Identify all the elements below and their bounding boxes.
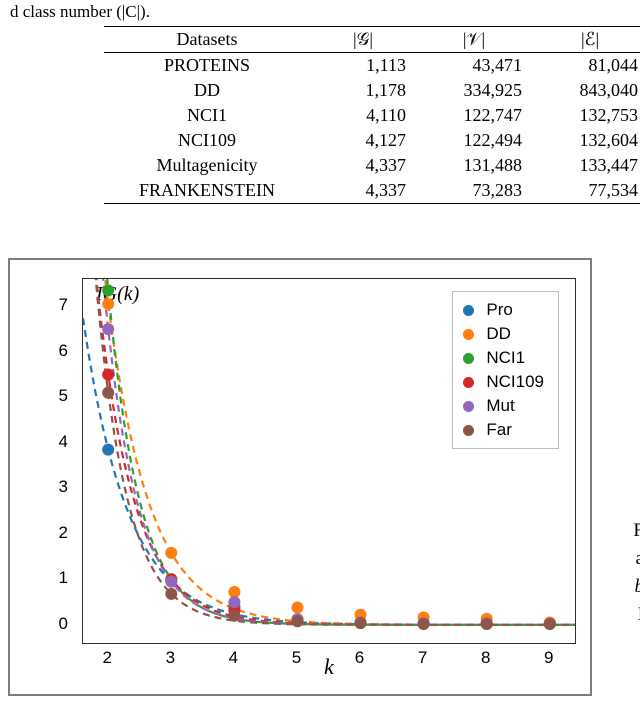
- legend-marker: [463, 353, 474, 364]
- cell-dataset: Multagenicity: [104, 153, 310, 178]
- cell-v: 43,471: [416, 53, 532, 79]
- cell-e: 132,604: [532, 128, 640, 153]
- legend-label: NCI109: [486, 372, 544, 392]
- right-cutoff-text: b: [635, 576, 640, 598]
- legend-item: NCI1: [463, 346, 544, 370]
- legend-label: Mut: [486, 396, 514, 416]
- data-point: [165, 588, 177, 600]
- legend-item: NCI109: [463, 370, 544, 394]
- col-g: |𝒢|: [310, 27, 416, 53]
- cell-v: 73,283: [416, 178, 532, 204]
- x-tick: 2: [102, 648, 111, 668]
- data-point: [102, 369, 114, 381]
- table-row: FRANKENSTEIN4,33773,28377,534: [104, 178, 640, 204]
- cell-v: 122,494: [416, 128, 532, 153]
- y-tick: 1: [38, 568, 68, 588]
- cell-e: 133,447: [532, 153, 640, 178]
- data-point: [165, 576, 177, 588]
- x-tick: 5: [292, 648, 301, 668]
- legend-marker: [463, 401, 474, 412]
- col-e: |ℰ|: [532, 27, 640, 53]
- legend-marker: [463, 425, 474, 436]
- data-point: [102, 444, 114, 456]
- data-point: [102, 298, 114, 310]
- data-point: [418, 618, 430, 630]
- cell-dataset: NCI109: [104, 128, 310, 153]
- col-datasets: Datasets: [104, 27, 310, 53]
- y-tick: 0: [38, 614, 68, 634]
- cell-v: 334,925: [416, 78, 532, 103]
- legend-item: Pro: [463, 298, 544, 322]
- data-point: [292, 615, 304, 627]
- cell-g: 4,337: [310, 178, 416, 204]
- x-tick: 4: [229, 648, 238, 668]
- x-tick: 7: [418, 648, 427, 668]
- top-cutoff-text: d class number (|C|).: [10, 2, 150, 22]
- x-tick: 9: [544, 648, 553, 668]
- right-cutoff-text: F: [633, 520, 640, 542]
- table-row: NCI1094,127122,494132,604: [104, 128, 640, 153]
- cell-g: 4,127: [310, 128, 416, 153]
- cell-g: 4,110: [310, 103, 416, 128]
- cell-g: 1,113: [310, 53, 416, 79]
- x-tick: 3: [166, 648, 175, 668]
- data-point: [102, 323, 114, 335]
- data-point: [228, 610, 240, 622]
- cell-e: 843,040: [532, 78, 640, 103]
- cell-dataset: PROTEINS: [104, 53, 310, 79]
- legend-label: NCI1: [486, 348, 525, 368]
- x-axis-label: k: [324, 654, 334, 680]
- table-row: DD1,178334,925843,040: [104, 78, 640, 103]
- cell-v: 122,747: [416, 103, 532, 128]
- legend-item: DD: [463, 322, 544, 346]
- cell-g: 1,178: [310, 78, 416, 103]
- legend-item: Far: [463, 418, 544, 442]
- data-point: [228, 596, 240, 608]
- table-header-row: Datasets |𝒢| |𝒱| |ℰ|: [104, 27, 640, 53]
- x-tick: 8: [481, 648, 490, 668]
- col-v: |𝒱|: [416, 27, 532, 53]
- legend-label: Far: [486, 420, 512, 440]
- x-tick: 6: [355, 648, 364, 668]
- y-tick: 2: [38, 523, 68, 543]
- legend-label: DD: [486, 324, 511, 344]
- cell-dataset: DD: [104, 78, 310, 103]
- legend: Pro DD NCI1 NCI109 Mut Far: [452, 291, 559, 449]
- legend-item: Mut: [463, 394, 544, 418]
- datasets-table: Datasets |𝒢| |𝒱| |ℰ| PROTEINS1,11343,471…: [104, 26, 640, 204]
- legend-label: Pro: [486, 300, 512, 320]
- legend-marker: [463, 377, 474, 388]
- y-tick: 6: [38, 341, 68, 361]
- data-point: [544, 618, 556, 630]
- cell-dataset: NCI1: [104, 103, 310, 128]
- cell-v: 131,488: [416, 153, 532, 178]
- data-point: [355, 617, 367, 629]
- y-tick: 7: [38, 295, 68, 315]
- table-row: NCI14,110122,747132,753: [104, 103, 640, 128]
- page: { "cutoff_text": "d class number (|C|)."…: [0, 0, 640, 715]
- right-cutoff-text: a: [636, 548, 640, 570]
- data-point: [481, 618, 493, 630]
- plot-area: Pro DD NCI1 NCI109 Mut Far: [82, 278, 576, 644]
- data-point: [165, 547, 177, 559]
- cell-g: 4,337: [310, 153, 416, 178]
- y-tick: 3: [38, 477, 68, 497]
- cell-dataset: FRANKENSTEIN: [104, 178, 310, 204]
- cell-e: 77,534: [532, 178, 640, 204]
- cell-e: 81,044: [532, 53, 640, 79]
- data-point: [292, 602, 304, 614]
- y-tick: 4: [38, 432, 68, 452]
- cell-e: 132,753: [532, 103, 640, 128]
- data-point: [102, 284, 114, 296]
- legend-marker: [463, 329, 474, 340]
- chart-frame: IG(k) ProDDNCI1NCI109MutFar 01234567 234…: [8, 258, 592, 696]
- table-row: Multagenicity4,337131,488133,447: [104, 153, 640, 178]
- data-point: [102, 387, 114, 399]
- y-tick: 5: [38, 386, 68, 406]
- legend-marker: [463, 305, 474, 316]
- table-row: PROTEINS1,11343,47181,044: [104, 53, 640, 79]
